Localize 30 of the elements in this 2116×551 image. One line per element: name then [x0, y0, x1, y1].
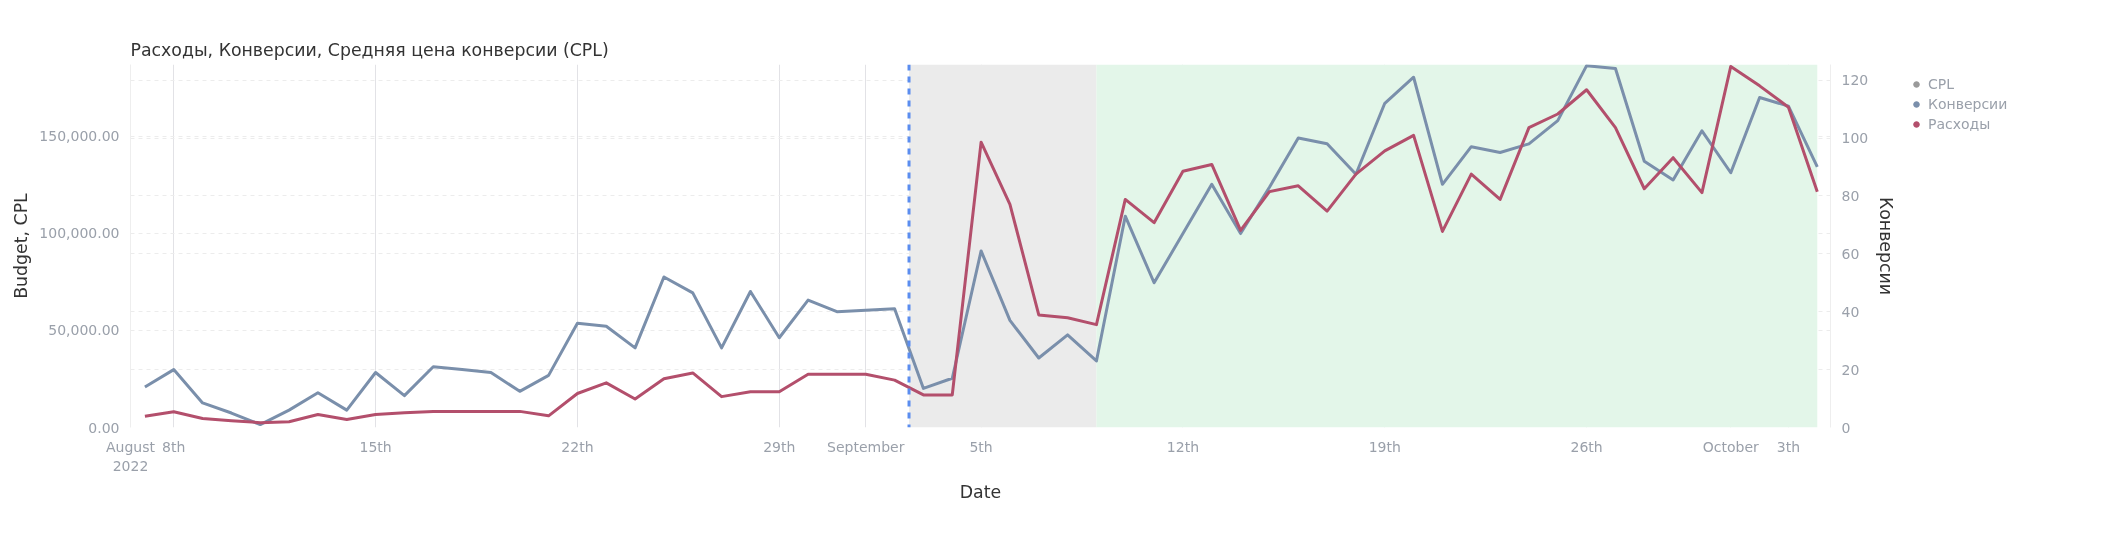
y2-axis-title: Конверсии — [1876, 196, 1897, 296]
x-tick-label: September — [827, 438, 905, 455]
y-tick-label: 0.00 — [88, 419, 120, 436]
y2-tick-label: 40 — [1841, 303, 1860, 320]
x-tick-label: August 2022 — [106, 438, 156, 474]
legend-label: Расходы — [1928, 116, 1991, 132]
x-tick-label: 29th — [763, 438, 796, 455]
y2-tick-label: 0 — [1841, 419, 1851, 436]
chart-title: Расходы, Конверсии, Средняя цена конверсии (CPL) — [130, 39, 609, 60]
y2-tick-label: 120 — [1841, 72, 1869, 89]
y-axis-title: Budget, CPL — [11, 192, 32, 299]
x-tick-label: October — [1702, 438, 1760, 455]
x-tick-label: 8th — [162, 438, 186, 455]
y-tick-label: 50,000.00 — [48, 322, 120, 339]
x-tick-label: 3th — [1776, 438, 1801, 455]
y2-tick-label: 60 — [1841, 245, 1860, 262]
y2-tick-label: 20 — [1841, 361, 1860, 378]
x-tick-label: 22th — [561, 438, 594, 455]
y2-tick-label: 100 — [1841, 130, 1869, 147]
legend-label: Конверсии — [1928, 96, 2008, 112]
y2-tick-label: 80 — [1841, 187, 1860, 204]
y-tick-label: 150,000.00 — [39, 128, 120, 145]
x-tick-label: 26th — [1570, 438, 1603, 455]
x-tick-label: 5th — [969, 438, 993, 455]
x-tick-label: 12th — [1166, 438, 1200, 455]
y-tick-label: 100,000.00 — [39, 225, 120, 242]
x-tick-label: 15th — [359, 438, 392, 455]
x-axis-title: Date — [959, 481, 1002, 502]
legend-label: CPL — [1928, 76, 1955, 92]
x-tick-label: 19th — [1368, 438, 1401, 455]
